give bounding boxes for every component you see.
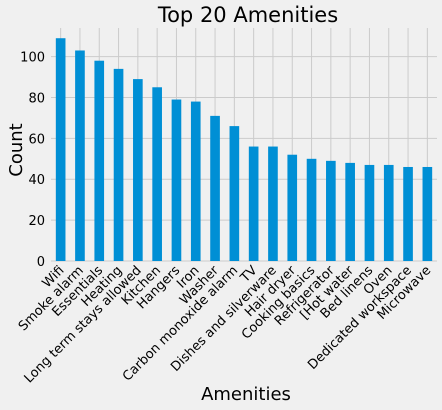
bar — [190, 101, 201, 261]
bar — [364, 164, 375, 261]
bar — [171, 99, 182, 261]
y-tick-label: 0 — [37, 255, 45, 270]
bar — [403, 166, 413, 261]
bar — [306, 158, 317, 261]
bar — [229, 126, 240, 262]
bar — [210, 115, 220, 262]
chart-title: Top 20 Amenities — [157, 3, 338, 27]
x-axis-title: Amenities — [201, 384, 291, 405]
bar — [422, 166, 433, 261]
bar — [345, 162, 355, 261]
bar — [113, 68, 124, 261]
y-tick-label: 100 — [20, 51, 45, 66]
bar — [94, 60, 105, 262]
bar — [287, 154, 298, 261]
y-tick-labels: 0 20 40 60 80 100 — [20, 51, 45, 270]
bar — [55, 38, 66, 261]
bar — [326, 160, 336, 261]
bar — [152, 87, 162, 261]
y-tick-label: 40 — [28, 173, 45, 188]
y-tick-label: 80 — [28, 91, 45, 106]
y-tick-label: 60 — [28, 132, 45, 147]
bar — [248, 146, 259, 261]
y-tick-label: 20 — [28, 214, 45, 229]
y-axis-title: Count — [6, 123, 27, 176]
bar — [133, 79, 143, 261]
bar — [75, 50, 85, 262]
bars — [55, 38, 433, 262]
bar — [268, 146, 278, 261]
bar — [383, 164, 394, 261]
